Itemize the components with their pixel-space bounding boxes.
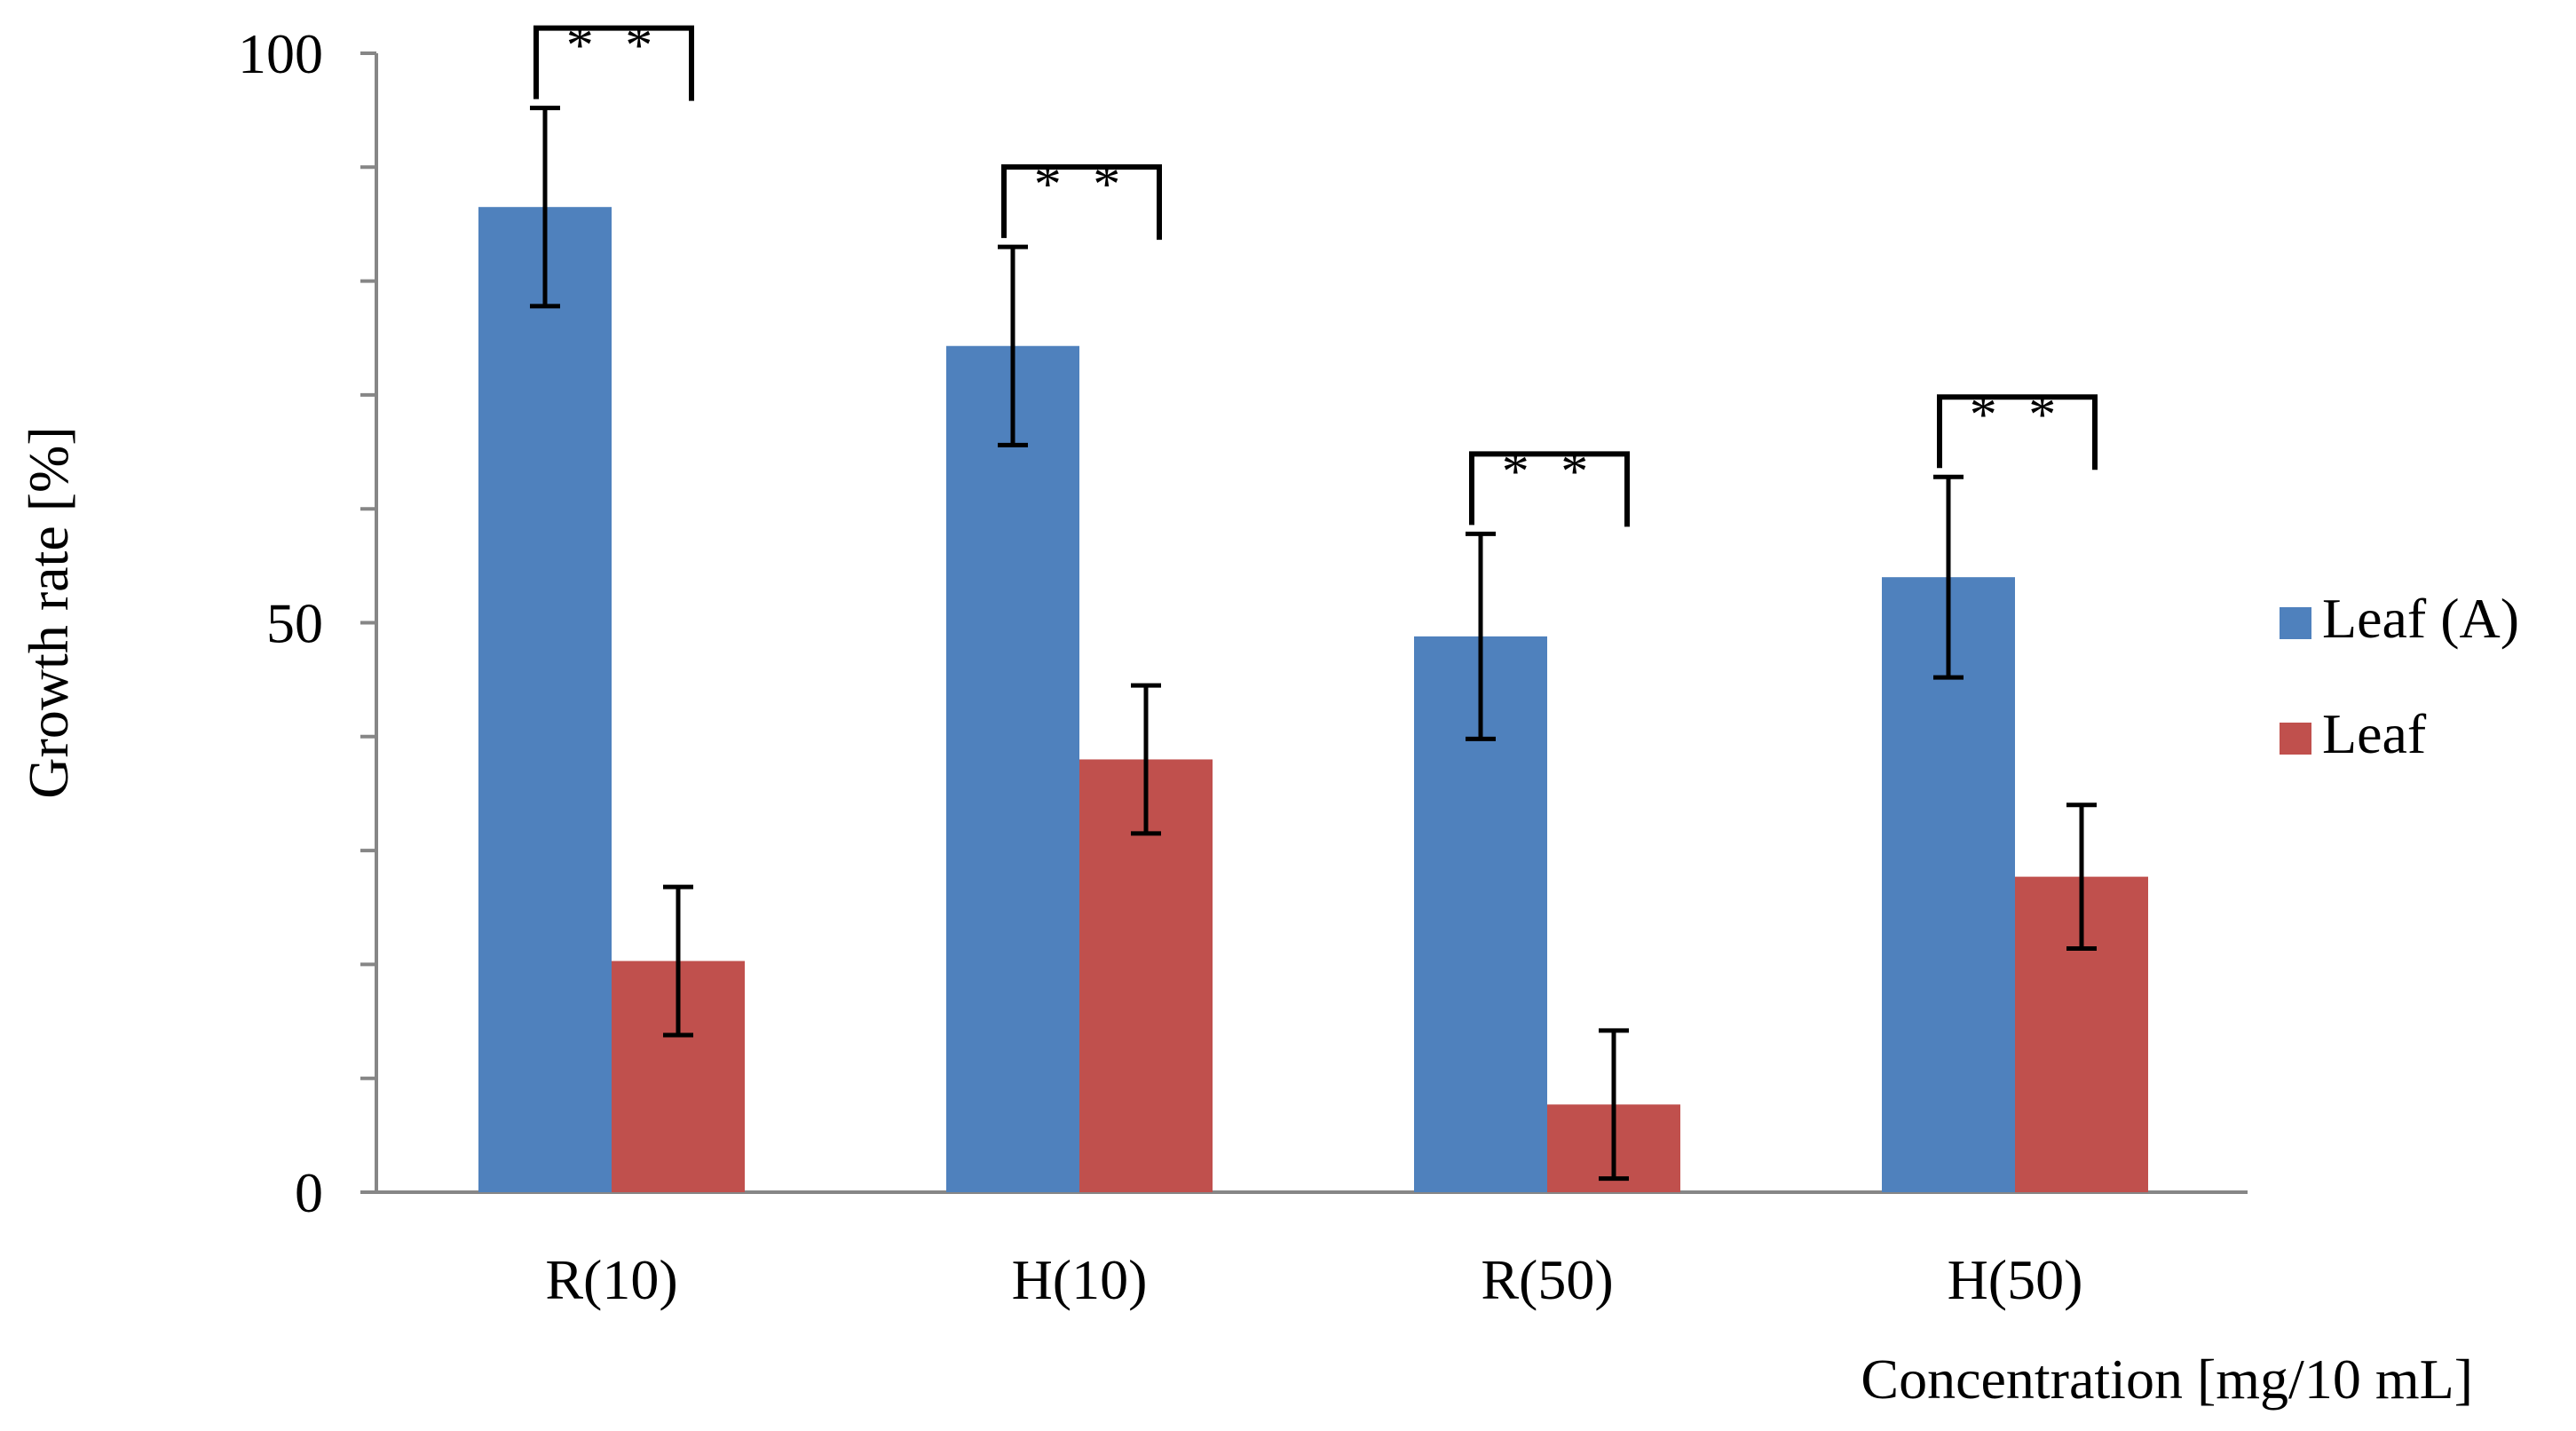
y-tick-label: 0 — [295, 1161, 323, 1224]
bar-leaf-a-r10 — [478, 207, 612, 1193]
y-tick-label: 50 — [266, 592, 323, 655]
significance-label: * * — [1034, 154, 1130, 215]
significance-label: * * — [566, 16, 662, 76]
bars-group — [478, 207, 2148, 1193]
x-tick-label: H(10) — [1012, 1248, 1148, 1311]
y-axis-title: Growth rate [%] — [17, 426, 80, 798]
legend-label-leaf: Leaf — [2322, 702, 2427, 765]
significance-group: * * * * * * * * — [533, 16, 2098, 527]
x-tick-label: R(10) — [545, 1248, 677, 1311]
significance-label: * * — [1970, 384, 2066, 445]
x-tick-label: H(50) — [1948, 1248, 2083, 1311]
significance-bracket — [1001, 164, 1162, 241]
significance-bracket — [1469, 451, 1630, 527]
legend: Leaf (A) Leaf — [2280, 587, 2519, 765]
x-axis-title: Concentration [mg/10 mL] — [1861, 1348, 2473, 1411]
significance-bracket — [533, 25, 694, 101]
labels-group: Growth rate [%] Concentration [mg/10 mL]… — [17, 22, 2473, 1411]
significance-label: * * — [1502, 441, 1598, 502]
legend-label-leaf-a: Leaf (A) — [2322, 587, 2519, 650]
error-bars-group — [530, 106, 2097, 1182]
x-tick-label: R(50) — [1481, 1248, 1613, 1311]
bar-leaf-a-h10 — [946, 345, 1079, 1193]
significance-bracket — [1937, 394, 2098, 470]
legend-swatch-leaf-a — [2280, 607, 2311, 639]
bar-leaf-a-h50 — [1882, 577, 2015, 1192]
y-tick-label: 100 — [238, 22, 323, 85]
legend-swatch-leaf — [2280, 723, 2311, 755]
